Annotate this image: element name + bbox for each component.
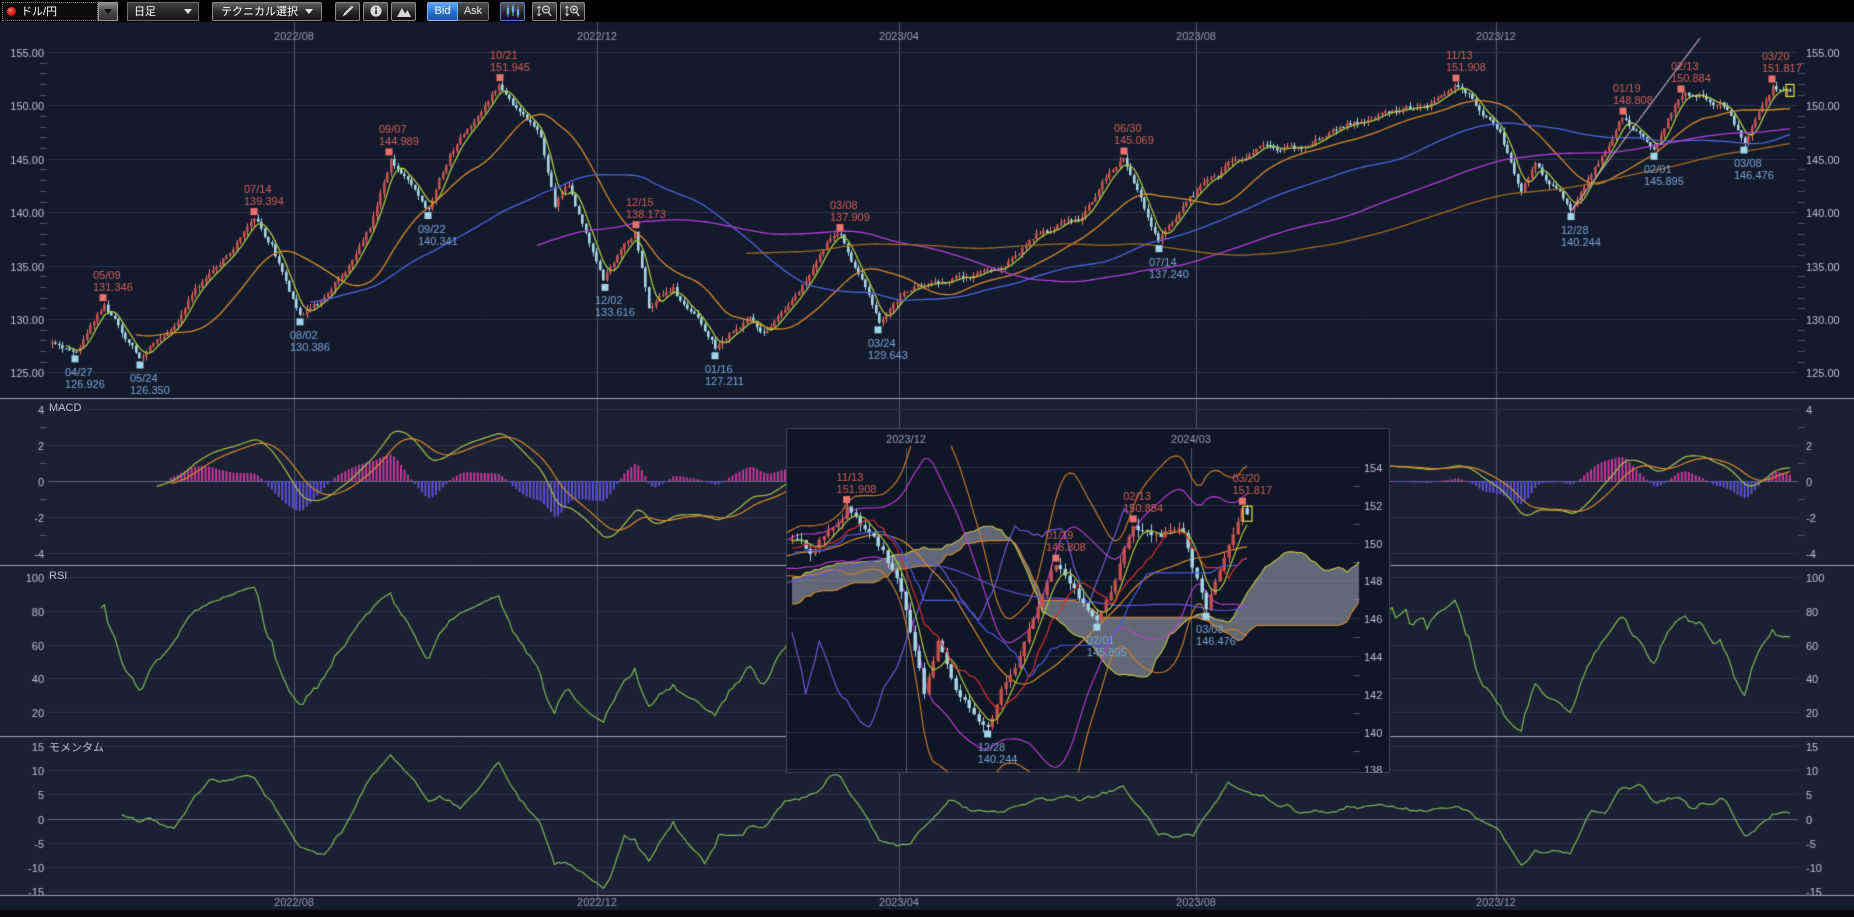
currency-pair-label: ドル/円 xyxy=(21,6,58,18)
info-button[interactable] xyxy=(363,1,388,21)
candle-chart-button[interactable] xyxy=(500,1,525,21)
zoom-out-icon xyxy=(537,5,552,17)
bid-label: Bid xyxy=(434,5,451,17)
zoom-overlay-canvas[interactable] xyxy=(786,428,1390,773)
zoom-out-button[interactable] xyxy=(532,1,557,21)
timeframe-label: 日足 xyxy=(134,6,156,18)
candlestick-icon xyxy=(506,4,519,18)
zoom-overlay-window[interactable] xyxy=(786,428,1390,773)
toolbar: ドル/円 日足 テクニカル選択 xyxy=(0,0,1854,22)
chevron-down-icon xyxy=(184,8,192,14)
timeframe-select[interactable]: 日足 xyxy=(127,1,199,21)
zoom-in-icon xyxy=(565,5,580,17)
mountain-icon xyxy=(396,7,411,17)
technical-select-button[interactable]: テクニカル選択 xyxy=(212,1,322,21)
area-chart-button[interactable] xyxy=(391,1,416,21)
ask-button[interactable]: Ask xyxy=(458,1,489,21)
status-dot-icon xyxy=(7,6,16,16)
ask-label: Ask xyxy=(463,5,483,17)
pencil-icon xyxy=(342,5,353,17)
bid-button[interactable]: Bid xyxy=(427,1,458,21)
currency-pair-select[interactable]: ドル/円 xyxy=(2,1,98,21)
draw-tool-button[interactable] xyxy=(335,1,360,21)
chevron-down-icon xyxy=(104,8,112,14)
technical-select-label: テクニカル選択 xyxy=(221,6,298,18)
info-icon xyxy=(369,5,382,17)
currency-pair-dropdown-button[interactable] xyxy=(98,1,118,21)
zoom-in-button[interactable] xyxy=(560,1,585,21)
chevron-down-icon xyxy=(305,8,313,14)
